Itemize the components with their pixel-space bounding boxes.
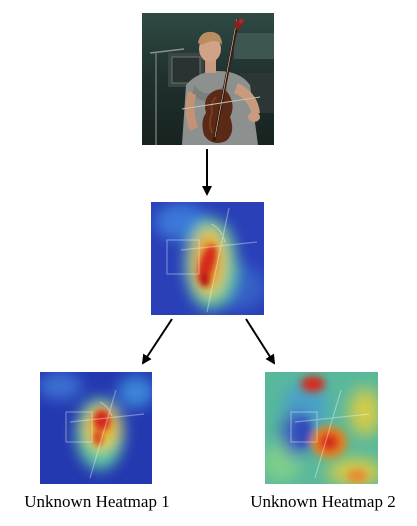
arrow-left bbox=[141, 318, 173, 365]
heatmap-main bbox=[151, 202, 264, 315]
heatmap-left bbox=[40, 372, 152, 484]
caption-right: Unknown Heatmap 2 bbox=[250, 492, 396, 511]
source-photo bbox=[142, 13, 274, 145]
heatmap-icon bbox=[265, 372, 378, 484]
photo-cellist-icon bbox=[142, 13, 274, 145]
arrow-right bbox=[245, 318, 276, 365]
heatmap-icon bbox=[40, 372, 152, 484]
heatmap-right bbox=[265, 372, 378, 484]
heatmap-icon bbox=[151, 202, 264, 315]
caption-left: Unknown Heatmap 1 bbox=[24, 492, 170, 511]
